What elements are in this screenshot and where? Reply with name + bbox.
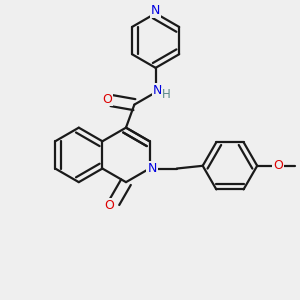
Text: N: N [151,4,160,17]
Text: O: O [104,199,114,212]
Text: N: N [152,84,162,97]
Text: H: H [162,88,171,101]
Text: O: O [102,92,112,106]
Text: N: N [147,162,157,175]
Text: O: O [273,159,283,172]
